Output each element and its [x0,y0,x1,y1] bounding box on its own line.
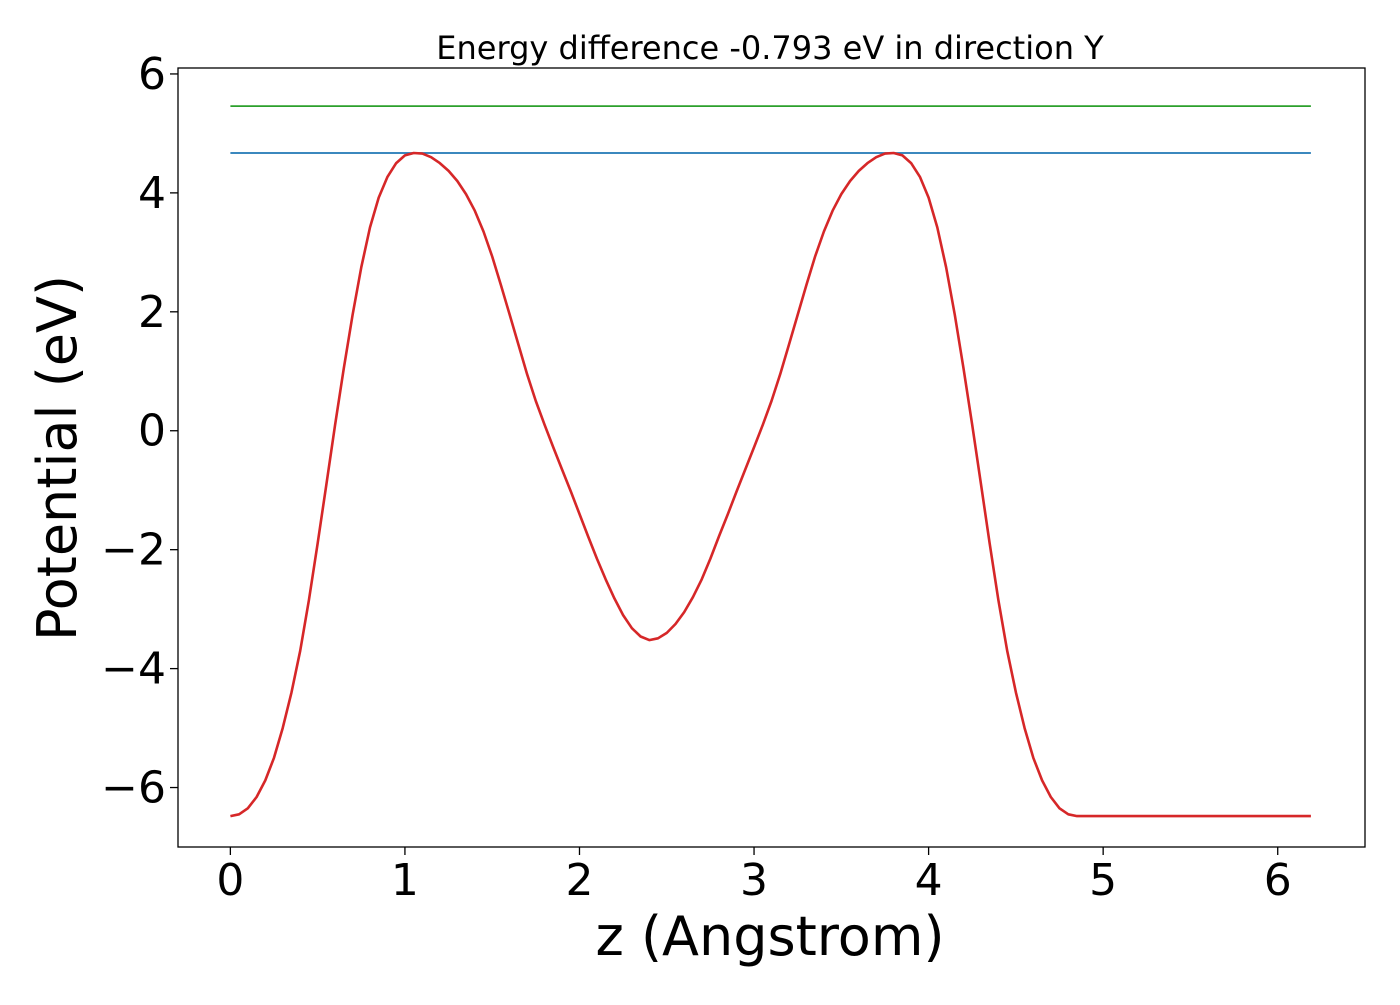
y-tick-label: 4 [138,168,166,219]
x-tick-label: 0 [216,855,244,906]
y-axis-ticks: −6 −4 −2 0 2 4 6 [101,49,178,814]
plot-area-frame [177,67,1366,848]
series-line-2 [230,151,1311,818]
x-axis-label: z (Angstrom) [595,905,944,968]
y-tick-label: −4 [101,644,166,695]
x-tick-label: 4 [915,855,943,906]
x-tick-label: 3 [740,855,768,906]
plot-layer [230,105,1311,818]
y-tick-label: 2 [138,287,166,338]
y-tick-label: 6 [138,49,166,100]
x-tick-label: 5 [1089,855,1117,906]
x-tick-label: 2 [565,855,593,906]
y-tick-label: −2 [101,525,166,576]
y-tick-label: −6 [101,763,166,814]
x-axis-ticks: 0 1 2 3 4 5 6 [216,847,1292,906]
x-tick-label: 1 [391,855,419,906]
y-tick-label: 0 [138,406,166,457]
chart-title: Energy difference -0.793 eV in direction… [436,29,1104,67]
x-tick-label: 6 [1264,855,1292,906]
y-axis-label: Potential (eV) [26,275,89,641]
